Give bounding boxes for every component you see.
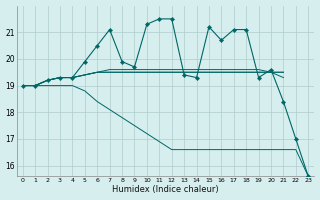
- X-axis label: Humidex (Indice chaleur): Humidex (Indice chaleur): [112, 185, 219, 194]
